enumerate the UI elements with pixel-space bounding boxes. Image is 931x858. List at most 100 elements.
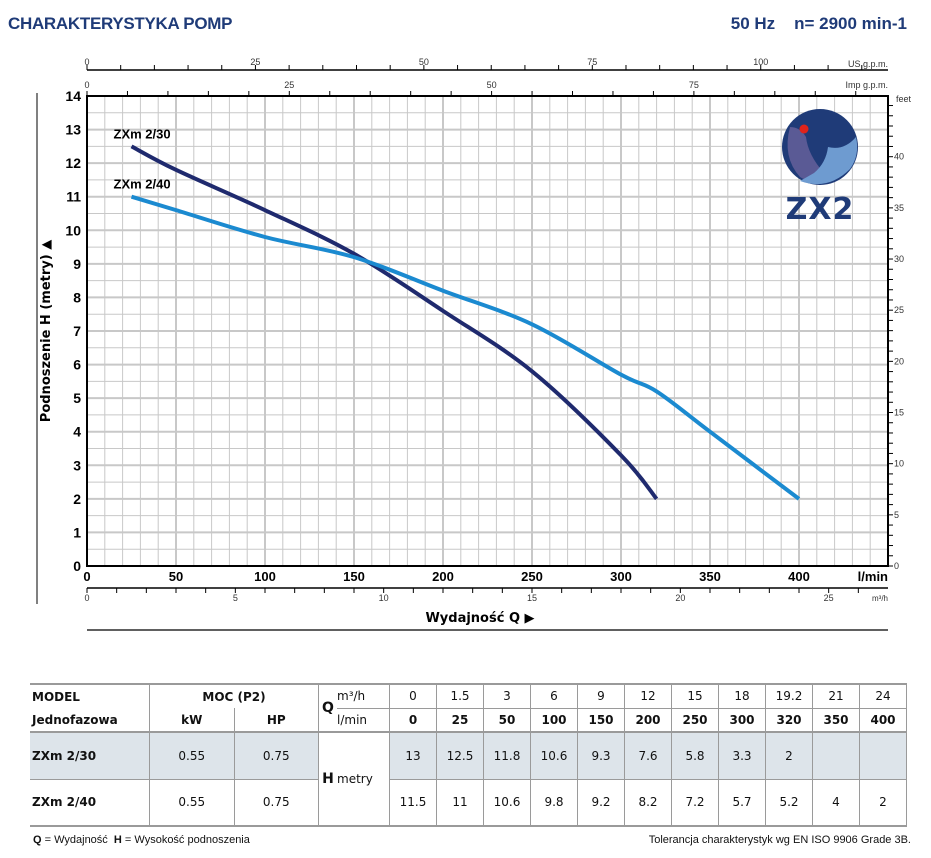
head-value-cell: 11.5	[389, 779, 437, 827]
head-value-cell: 7.2	[671, 779, 719, 827]
table-header-row-2: Jednofazowa kW HP l/min 0 25 50 100 150 200 250 300…	[30, 708, 907, 733]
y-tick-label: 13	[65, 122, 81, 138]
legend-footnote: Q = Wydajność H = Wysokość podnoszenia	[33, 834, 250, 846]
x-unit-label: l/min	[858, 569, 888, 584]
q-lmin-cell: 100	[530, 708, 578, 733]
head-value-cell: 2	[765, 732, 813, 780]
m3h-tick-label: 0	[84, 593, 89, 603]
y-tick-label: 9	[73, 256, 81, 272]
m3h-tick-label: 20	[675, 593, 685, 603]
m3h-tick-label: 25	[824, 593, 834, 603]
head-value-cell: 2	[859, 779, 907, 827]
imp-gpm-tick-label: 25	[284, 80, 294, 90]
model-name: ZXm 2/30	[30, 732, 150, 780]
q-m3h-cell: 6	[530, 683, 578, 709]
imp-gpm-unit-label: Imp g.p.m.	[845, 80, 888, 90]
head-value-cell: 13	[389, 732, 437, 780]
head-value-cell: 10.6	[530, 732, 578, 780]
head-value-cell: 4	[812, 779, 860, 827]
feet-tick-label: 15	[894, 408, 904, 418]
head-value-cell: 9.2	[577, 779, 625, 827]
model-name: ZXm 2/40	[30, 779, 150, 827]
head-value-cell	[812, 732, 860, 780]
q-lmin-cell: 0	[389, 708, 437, 733]
x-tick-label: 350	[699, 569, 721, 584]
x-tick-label: 400	[788, 569, 810, 584]
y-tick-label: 8	[73, 289, 81, 305]
kw-value: 0.55	[149, 732, 235, 780]
feet-tick-label: 30	[894, 254, 904, 264]
q-m3h-cell: 18	[718, 683, 766, 709]
head-value-cell: 5.7	[718, 779, 766, 827]
table-row: ZXm 2/40 0.55 0.75 11.5 11 10.6 9.8 9.2 8.2 7.2 5.…	[30, 779, 907, 827]
h-text: = Wysokość podnoszenia	[121, 834, 250, 846]
h-unit: metry	[337, 732, 390, 827]
head-value-cell	[859, 732, 907, 780]
m3h-tick-label: 10	[379, 593, 389, 603]
y-tick-label: 10	[65, 222, 81, 238]
x-tick-label: 200	[432, 569, 454, 584]
h-abbr: H	[113, 834, 122, 846]
frequency: 50 Hz	[730, 14, 776, 33]
q-lmin-cell: 50	[483, 708, 531, 733]
curves: ZXm 2/30 ZXm 2/40	[114, 126, 801, 501]
frequency-speed: 50 Hz n= 2900 min-1	[731, 14, 907, 34]
x-tick-label: 300	[610, 569, 632, 584]
speed: n= 2900 min-1	[794, 14, 907, 33]
head-value-cell: 9.8	[530, 779, 578, 827]
head-value-cell: 3.3	[718, 732, 766, 780]
q-lmin-cell: 300	[718, 708, 766, 733]
q-m3h-cell: 0	[389, 683, 437, 709]
head-value-cell: 7.6	[624, 732, 672, 780]
q-lmin-cell: 25	[436, 708, 484, 733]
q-lmin-cell: 400	[859, 708, 907, 733]
x-tick-label: 250	[521, 569, 543, 584]
imp-gpm-tick-label: 75	[689, 80, 699, 90]
y-tick-label: 7	[73, 323, 81, 339]
x-tick-label: 50	[169, 569, 183, 584]
q-m3h-cell: 1.5	[436, 683, 484, 709]
us-gpm-unit-label: US g.p.m.	[848, 59, 888, 69]
feet-tick-label: 25	[894, 305, 904, 315]
y-tick-label: 11	[66, 189, 81, 205]
feet-tick-label: 20	[894, 356, 904, 366]
us-gpm-tick-label: 75	[587, 57, 597, 67]
head-value-cell: 8.2	[624, 779, 672, 827]
model-header: MODEL	[30, 683, 150, 708]
y-tick-label: 14	[65, 88, 81, 104]
feet-unit-label: feet	[896, 94, 912, 104]
q-lmin-cell: 150	[577, 708, 625, 733]
feet-tick-label: 0	[894, 561, 899, 571]
feet-tick-label: 40	[894, 152, 904, 162]
head-value-cell: 9.3	[577, 732, 625, 780]
tolerance-note: Tolerancja charakterystyk wg EN ISO 9906…	[648, 834, 911, 846]
head-value-cell: 11	[436, 779, 484, 827]
q-unit-lmin: l/min	[337, 708, 390, 733]
q-m3h-cell: 3	[483, 683, 531, 709]
y-tick-label: 3	[73, 457, 81, 473]
y-tick-label: 1	[73, 524, 81, 540]
kw-header: kW	[149, 708, 235, 733]
page-title: CHARAKTERYSTYKA POMP	[8, 14, 233, 33]
q-m3h-cell: 9	[577, 683, 625, 709]
y-tick-label: 6	[73, 357, 81, 373]
type-header: Jednofazowa	[30, 708, 150, 733]
q-text: = Wydajność	[41, 834, 114, 846]
q-m3h-cell: 19.2	[765, 683, 813, 709]
q-label: Q	[318, 683, 337, 733]
imp-gpm-tick-label: 0	[84, 80, 89, 90]
q-lmin-cell: 200	[624, 708, 672, 733]
m3h-tick-label: 15	[527, 593, 537, 603]
series-label: ZXm 2/30	[114, 126, 171, 141]
m3h-unit-label: m³/h	[872, 594, 888, 603]
x-tick-label: 100	[254, 569, 276, 584]
kw-value: 0.55	[149, 779, 235, 827]
logo-swirl-left	[787, 127, 824, 181]
q-lmin-cell: 320	[765, 708, 813, 733]
us-gpm-tick-label: 25	[250, 57, 260, 67]
head-value-cell: 5.8	[671, 732, 719, 780]
us-gpm-tick-label: 100	[753, 57, 768, 67]
q-m3h-cell: 12	[624, 683, 672, 709]
